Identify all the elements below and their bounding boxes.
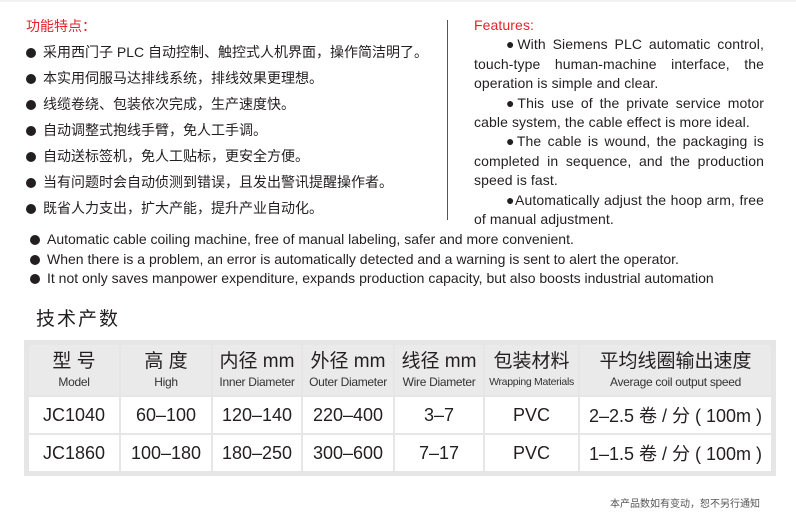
header-wrapping-materials: 包装材料 Wrapping Materials: [483, 343, 580, 397]
bullet-icon: [30, 235, 40, 245]
table-row: JC1040 60–100 120–140 220–400 3–7 PVC 2–…: [27, 395, 773, 435]
features-en: Features: ●With Siemens PLC automatic co…: [474, 16, 764, 229]
table-cell: 300–600: [301, 433, 395, 473]
table-cell: JC1860: [27, 433, 121, 473]
table-cell: 220–400: [301, 395, 395, 435]
table-cell: 180–250: [211, 433, 303, 473]
list-item: It not only saves manpower expenditure, …: [30, 269, 714, 289]
header-output-speed: 平均线圈输出速度 Average coil output speed: [578, 343, 773, 397]
bullet-icon: [26, 74, 36, 84]
table-cell: 120–140: [211, 395, 303, 435]
features-en-title: Features:: [474, 17, 535, 33]
list-item: Automatic cable coiling machine, free of…: [30, 230, 714, 250]
bullet-icon: [26, 48, 36, 58]
list-item: 本实用伺服马达排线系统，排线效果更理想。: [26, 68, 428, 94]
bullet-icon: [26, 100, 36, 110]
bullet-icon: [26, 178, 36, 188]
table-cell: 100–180: [119, 433, 213, 473]
bullet-icon: [30, 254, 40, 265]
table-row: JC1860 100–180 180–250 300–600 7–17 PVC …: [27, 433, 773, 473]
bullet-icon: [26, 152, 36, 162]
header-outer-diameter: 外径 mm Outer Diameter: [301, 343, 395, 397]
list-item: 线缆卷绕、包装依次完成，生产速度快。: [26, 94, 428, 120]
header-high: 高 度 High: [119, 343, 213, 397]
list-item: 采用西门子 PLC 自动控制、触控式人机界面，操作简洁明了。: [26, 42, 428, 68]
top-divider: [0, 0, 796, 2]
list-item: When there is a problem, an error is aut…: [30, 250, 714, 270]
table-header-row: 型 号 Model 高 度 High 内径 mm Inner Diameter 外径 …: [27, 343, 773, 397]
table-cell: PVC: [483, 395, 580, 435]
bullet-icon: [26, 204, 36, 214]
list-item: 自动送标签机，免人工贴标，更安全方便。: [26, 146, 428, 172]
feature-paragraph: ●This use of the private service motor c…: [474, 94, 764, 131]
features-en-list: Automatic cable coiling machine, free of…: [30, 230, 714, 289]
table-cell: 2–2.5 卷 / 分 ( 100m ): [578, 395, 773, 435]
header-inner-diameter: 内径 mm Inner Diameter: [211, 343, 303, 397]
table-cell: 3–7: [393, 395, 485, 435]
table-cell: 7–17: [393, 433, 485, 473]
table-cell: JC1040: [27, 395, 121, 435]
bullet-icon: [26, 126, 36, 136]
header-wire-diameter: 线径 mm Wire Diameter: [393, 343, 485, 397]
list-item: 既省人力支出，扩大产能，提升产业自动化。: [26, 198, 428, 224]
list-item: 自动调整式抱线手臂，免人工手调。: [26, 120, 428, 146]
specs-title: 技术产数: [36, 309, 121, 330]
feature-paragraph: ●Automatically adjust the hoop arm, free…: [474, 191, 764, 228]
bullet-icon: [30, 274, 40, 284]
list-item: 当有问题时会自动侦测到错误，且发出警讯提醒操作者。: [26, 172, 428, 198]
disclaimer-note: 本产品数如有变动，恕不另行通知: [610, 499, 760, 510]
table-cell: 60–100: [119, 395, 213, 435]
features-cn-list: 采用西门子 PLC 自动控制、触控式人机界面，操作简洁明了。 本实用伺服马达排线…: [26, 42, 428, 224]
specs-table: 型 号 Model 高 度 High 内径 mm Inner Diameter 外径 …: [24, 340, 776, 476]
header-model: 型 号 Model: [27, 343, 121, 397]
feature-paragraph: ●The cable is wound, the packaging is co…: [474, 133, 764, 189]
feature-paragraph: ●With Siemens PLC automatic control, tou…: [474, 36, 764, 92]
table-cell: PVC: [483, 433, 580, 473]
table-cell: 1–1.5 卷 / 分 ( 100m ): [578, 433, 773, 473]
features-cn-title: 功能特点：: [26, 18, 96, 34]
column-divider: [447, 20, 448, 220]
